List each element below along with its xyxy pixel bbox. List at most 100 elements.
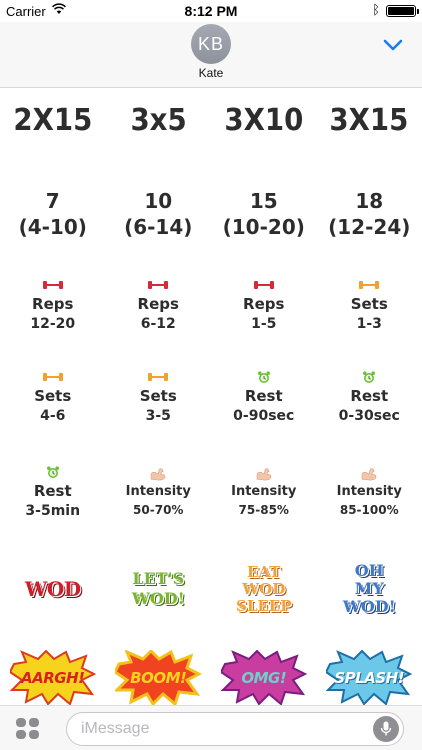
sticker-value: 1-5 xyxy=(251,316,277,332)
rep-range: (10-20) xyxy=(222,215,305,239)
sticker[interactable]: 2X15 xyxy=(0,88,106,152)
sticker-label: Sets xyxy=(139,387,177,405)
sticker-row-4: Sets 4-6 Sets 3-5 Rest 0-90sec Rest 0-30… xyxy=(0,366,422,430)
sticker-eat-wod-sleep[interactable]: EAT WOD SLEEP xyxy=(211,554,317,624)
wordart-text: WOD xyxy=(24,577,81,601)
bluetooth-icon: ᛒ xyxy=(372,2,380,17)
sticker-label: Intensity xyxy=(231,484,297,499)
microphone-icon[interactable] xyxy=(373,716,399,742)
flexed-biceps-icon xyxy=(256,468,272,481)
rep-value: 15 xyxy=(249,189,278,213)
dumbbell-orange-icon xyxy=(42,373,63,381)
chevron-down-icon[interactable] xyxy=(382,38,404,52)
wordart-text: SLEEP xyxy=(235,596,292,615)
sticker-value: 6-12 xyxy=(140,316,176,332)
alarm-clock-icon xyxy=(257,371,270,383)
burst-text: AARGH! xyxy=(21,669,85,687)
sticker-label: Rest xyxy=(244,387,283,405)
sticker-label: Reps xyxy=(137,295,179,313)
wordart-text: WOD! xyxy=(131,589,185,608)
scheme-label: 3X15 xyxy=(329,102,409,138)
comic-burst: SPLASH! xyxy=(326,650,413,706)
app-drawer-icon[interactable] xyxy=(16,718,40,740)
message-input-bar xyxy=(0,705,422,750)
sticker[interactable]: Sets 3-5 xyxy=(106,366,212,430)
sticker-label: Rest xyxy=(350,387,389,405)
burst-row: AARGH! BOOM! OMG! SPLASH! xyxy=(0,646,422,710)
rep-value: 7 xyxy=(45,189,60,213)
sticker-wod[interactable]: WOD xyxy=(0,554,106,624)
conversation-header: KB Kate xyxy=(0,22,422,88)
sticker-oh-my-wod[interactable]: OH MY WOD! xyxy=(317,554,422,624)
wordart-text: LET'S xyxy=(132,569,185,588)
sticker[interactable]: Intensity 50-70% xyxy=(106,460,212,526)
sticker-boom[interactable]: BOOM! xyxy=(106,646,212,710)
sticker[interactable]: 10 (6-14) xyxy=(106,182,212,246)
sticker[interactable]: Rest 0-30sec xyxy=(317,366,422,430)
flexed-biceps-icon xyxy=(361,468,377,481)
carrier-label: Carrier xyxy=(6,4,46,19)
sticker-value: 85-100% xyxy=(339,503,399,517)
sticker[interactable]: Intensity 85-100% xyxy=(317,460,422,526)
alarm-clock-icon xyxy=(363,371,376,383)
clock: 8:12 PM xyxy=(184,3,238,19)
sticker-row-3: Reps 12-20 Reps 6-12 Reps 1-5 Sets 1-3 xyxy=(0,274,422,338)
sticker-row-5: Rest 3-5min Intensity 50-70% Intensity 7… xyxy=(0,460,422,526)
sticker[interactable]: 15 (10-20) xyxy=(211,182,317,246)
comic-burst: AARGH! xyxy=(9,650,96,706)
sticker-label: Sets xyxy=(350,295,388,313)
sticker-value: 12-20 xyxy=(30,316,76,332)
rep-range: (6-14) xyxy=(124,215,193,239)
message-field xyxy=(66,712,404,746)
battery-icon xyxy=(386,5,419,17)
scheme-label: 2X15 xyxy=(13,102,93,138)
flexed-biceps-icon xyxy=(150,468,166,481)
sticker[interactable]: 3X10 xyxy=(211,88,317,152)
message-input[interactable] xyxy=(81,713,361,745)
sticker[interactable]: Sets 1-3 xyxy=(317,274,422,338)
sticker[interactable]: 3x5 xyxy=(106,88,212,152)
sticker-label: Sets xyxy=(34,387,72,405)
alarm-clock-icon xyxy=(46,466,59,478)
dumbbell-red-icon xyxy=(148,281,169,289)
rep-range: (12-24) xyxy=(328,215,411,239)
sticker[interactable]: Sets 4-6 xyxy=(0,366,106,430)
dumbbell-red-icon xyxy=(42,281,63,289)
sticker-value: 75-85% xyxy=(238,503,289,517)
sticker[interactable]: 3X15 xyxy=(317,88,422,152)
sticker-aargh[interactable]: AARGH! xyxy=(0,646,106,710)
sticker-lets-wod[interactable]: LET'S WOD! xyxy=(106,554,212,624)
sticker[interactable]: Rest 3-5min xyxy=(0,460,106,526)
sticker-value: 0-90sec xyxy=(233,408,295,424)
dumbbell-orange-icon xyxy=(148,373,169,381)
sticker[interactable]: Reps 6-12 xyxy=(106,274,212,338)
wordart-row: WOD LET'S WOD! EAT WOD SLEEP OH MY WOD! xyxy=(0,554,422,624)
sticker[interactable]: Reps 12-20 xyxy=(0,274,106,338)
scheme-row: 2X15 3x5 3X10 3X15 xyxy=(0,88,422,152)
sticker-value: 4-6 xyxy=(40,408,66,424)
scheme-label: 3x5 xyxy=(130,102,187,138)
sticker-label: Intensity xyxy=(125,484,191,499)
wordart-text: WOD! xyxy=(342,597,396,616)
wordart-text: EAT xyxy=(247,562,281,581)
burst-text: SPLASH! xyxy=(334,669,405,687)
avatar[interactable]: KB xyxy=(191,24,231,64)
sticker[interactable]: 18 (12-24) xyxy=(317,182,422,246)
sticker-label: Reps xyxy=(32,295,74,313)
comic-burst: BOOM! xyxy=(115,650,202,706)
dumbbell-orange-icon xyxy=(359,281,380,289)
sticker[interactable]: Rest 0-90sec xyxy=(211,366,317,430)
scheme-label: 3X10 xyxy=(224,102,304,138)
sticker[interactable]: 7 (4-10) xyxy=(0,182,106,246)
contact-name[interactable]: Kate xyxy=(198,66,224,80)
dumbbell-red-icon xyxy=(253,281,274,289)
sticker-omg[interactable]: OMG! xyxy=(211,646,317,710)
sticker[interactable]: Reps 1-5 xyxy=(211,274,317,338)
status-bar: Carrier 8:12 PM ᛒ xyxy=(0,0,422,22)
wordart-text: MY xyxy=(354,579,384,598)
sticker[interactable]: Intensity 75-85% xyxy=(211,460,317,526)
sticker-splash[interactable]: SPLASH! xyxy=(317,646,422,710)
sticker-value: 3-5min xyxy=(25,503,81,519)
rep-range-row: 7 (4-10) 10 (6-14) 15 (10-20) 18 (12-24) xyxy=(0,182,422,246)
sticker-label: Rest xyxy=(33,482,72,500)
